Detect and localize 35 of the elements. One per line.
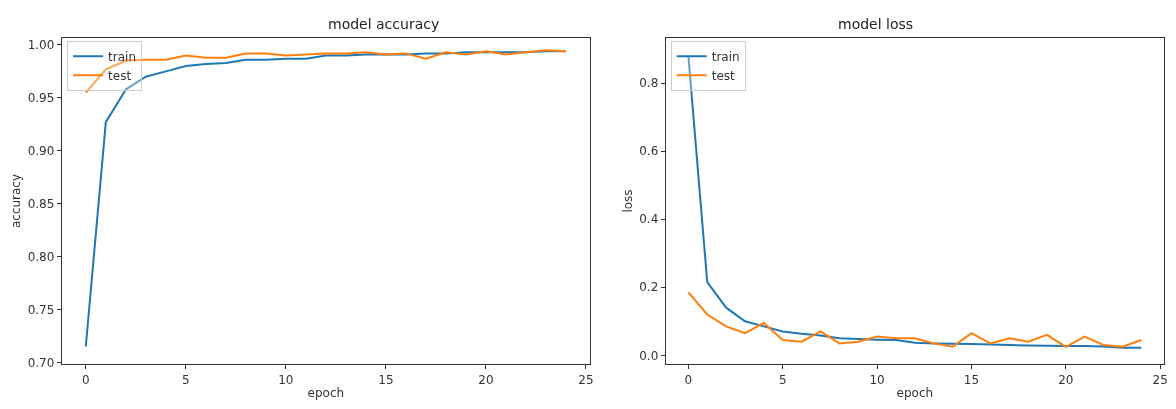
y-tick-label: 0.6 [639,144,659,159]
x-tick-label: 15 [378,372,394,387]
y-tick-label: 0.90 [27,143,55,158]
x-tick-label: 20 [1058,372,1074,387]
y-tick-label: 0.75 [27,302,55,317]
chart-title: model accuracy [328,16,440,32]
y-tick-label: 0.95 [27,91,55,106]
chart-title: model loss [838,16,914,32]
x-axis-title: epoch [896,385,934,400]
x-tick-label: 10 [278,372,294,387]
y-tick-label: 0.0 [639,348,659,363]
x-tick-label: 0 [81,372,90,387]
legend-label: train [108,49,137,64]
legend-label: test [711,68,736,83]
y-tick-label: 0.80 [27,249,55,264]
y-axis-title: loss [620,189,635,213]
x-tick-label: 10 [869,372,885,387]
y-tick-label: 0.85 [27,196,55,211]
x-tick-label: 25 [1152,372,1168,387]
y-tick-label: 0.2 [639,280,659,295]
x-tick-label: 25 [578,372,594,387]
y-tick-label: 0.4 [639,212,659,227]
legend-label: test [108,68,132,83]
x-axis-title: epoch [307,385,345,400]
y-tick-label: 0.70 [27,355,55,370]
y-tick-label: 1.00 [27,38,55,53]
x-tick-label: 15 [963,372,980,387]
y-tick-label: 0.8 [639,76,659,91]
x-tick-label: 0 [684,372,693,387]
line-series [687,291,1143,348]
x-tick-label: 5 [182,372,190,387]
y-axis-title: accuracy [8,173,23,229]
legend-label: train [711,49,740,64]
x-tick-label: 20 [478,372,494,387]
x-tick-label: 5 [778,372,787,387]
